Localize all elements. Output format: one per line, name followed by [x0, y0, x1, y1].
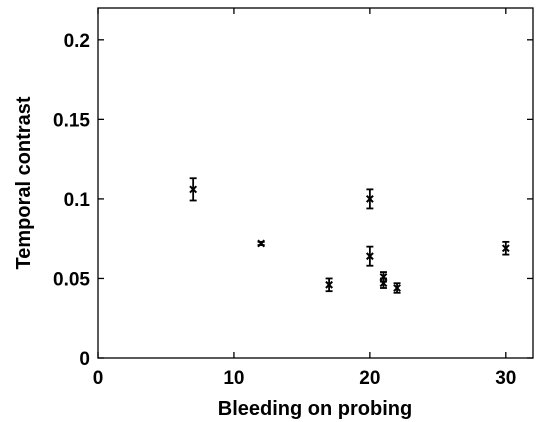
- data-point: [325, 277, 334, 293]
- x-marker: [189, 185, 198, 194]
- x-tick-label: 20: [359, 368, 380, 389]
- data-point: [379, 277, 388, 289]
- x-marker: [257, 239, 266, 248]
- y-tick-label: 0.05: [53, 269, 90, 290]
- y-tick-label: 0.15: [53, 110, 90, 131]
- x-axis-title: Bleeding on probing: [218, 398, 412, 420]
- y-axis-title: Temporal contrast: [13, 96, 35, 269]
- x-marker: [365, 252, 374, 261]
- y-axis-ticks: 0 0.05 0.1 0.15 0.2: [53, 31, 533, 370]
- data-point: [257, 239, 266, 248]
- plot-area: [97, 7, 534, 359]
- x-tick-label: 10: [223, 368, 244, 389]
- x-marker: [365, 195, 374, 203]
- y-tick-label: 0.2: [64, 31, 90, 52]
- data-point: [365, 245, 374, 267]
- data-point: [393, 282, 401, 294]
- data-point: [501, 240, 510, 256]
- x-tick-label: 30: [495, 368, 516, 389]
- x-marker: [325, 280, 334, 289]
- data-point: [189, 177, 198, 202]
- y-tick-label: 0.1: [64, 190, 91, 211]
- x-tick-label: 0: [93, 368, 104, 389]
- y-tick-label: 0: [79, 349, 90, 370]
- data-points: [189, 177, 510, 294]
- data-point: [365, 188, 374, 210]
- x-axis-ticks: 0 10 20 30: [93, 8, 516, 389]
- x-marker: [393, 284, 401, 292]
- x-marker: [379, 279, 388, 288]
- x-marker: [501, 244, 510, 253]
